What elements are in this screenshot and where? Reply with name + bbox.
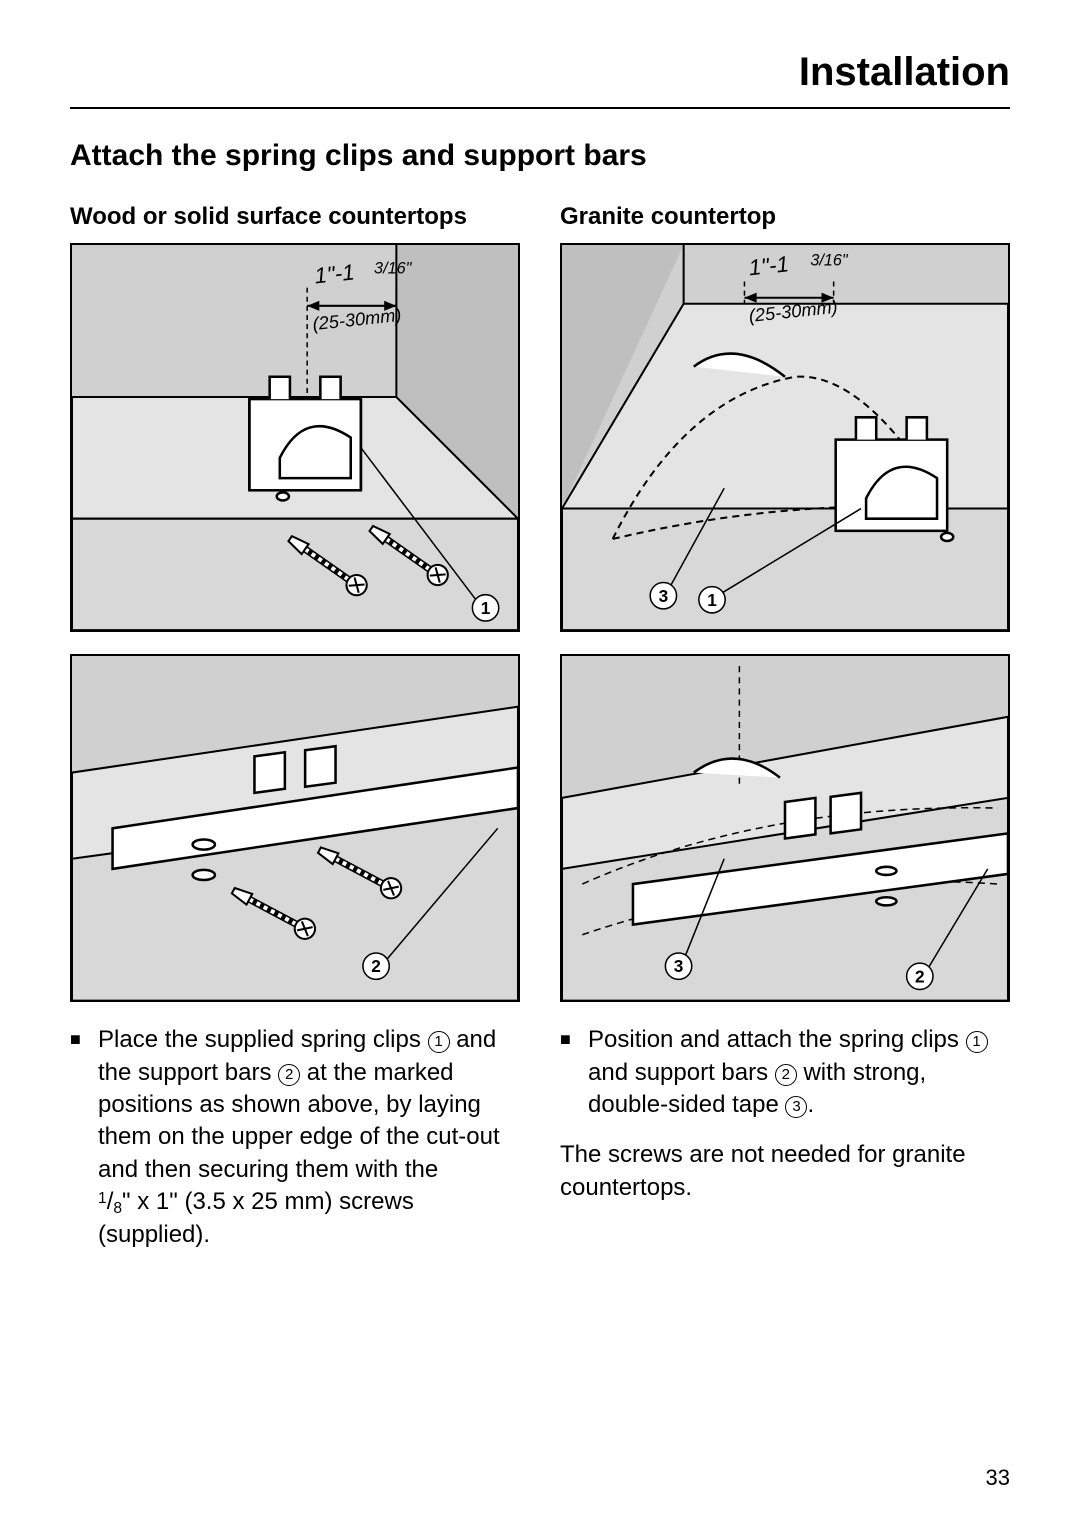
figure-wood-supportbar: 2 bbox=[70, 654, 520, 1003]
svg-text:2: 2 bbox=[371, 956, 381, 976]
svg-text:2: 2 bbox=[915, 966, 925, 986]
svg-text:3: 3 bbox=[659, 585, 669, 605]
left-subhead: Wood or solid surface countertops bbox=[70, 203, 520, 231]
svg-text:1: 1 bbox=[707, 589, 717, 609]
svg-text:3/16": 3/16" bbox=[374, 259, 413, 277]
left-column: Wood or solid surface countertops bbox=[70, 203, 520, 1264]
left-instructions: Place the supplied spring clips 1 and th… bbox=[70, 1024, 520, 1263]
figure-granite-springclip: 1"-1 3/16" (25-30mm) bbox=[560, 243, 1010, 632]
svg-text:1"-1: 1"-1 bbox=[747, 251, 790, 280]
right-subhead: Granite countertop bbox=[560, 203, 1010, 231]
right-instructions: Position and attach the spring clips 1 a… bbox=[560, 1024, 1010, 1133]
svg-text:3/16": 3/16" bbox=[810, 251, 849, 269]
right-column: Granite countertop 1"-1 bbox=[560, 203, 1010, 1264]
page-number: 33 bbox=[986, 1465, 1010, 1491]
right-footer-text: The screws are not needed for granite co… bbox=[560, 1139, 1010, 1204]
svg-text:1"-1: 1"-1 bbox=[313, 259, 356, 288]
figure-wood-springclip: 1"-1 3/16" (25-30mm) bbox=[70, 243, 520, 632]
figure-granite-supportbar: 3 2 bbox=[560, 654, 1010, 1003]
svg-text:1: 1 bbox=[481, 597, 491, 617]
right-bullet-1: Position and attach the spring clips 1 a… bbox=[560, 1024, 1010, 1121]
page-header-title: Installation bbox=[70, 50, 1010, 109]
section-title: Attach the spring clips and support bars bbox=[70, 137, 1010, 175]
left-bullet-1: Place the supplied spring clips 1 and th… bbox=[70, 1024, 520, 1251]
content-columns: Wood or solid surface countertops bbox=[70, 203, 1010, 1264]
svg-text:3: 3 bbox=[674, 956, 684, 976]
